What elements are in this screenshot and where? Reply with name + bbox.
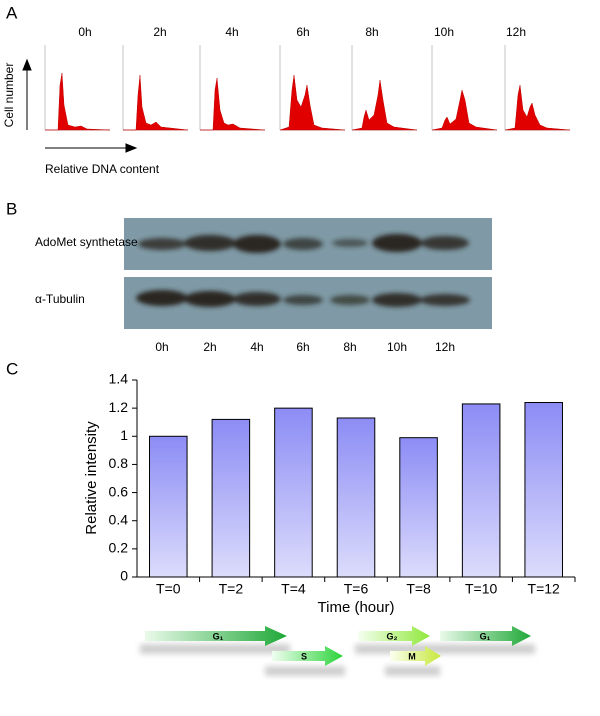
lane-label: 6h [296,340,309,354]
time-label: 4h [225,25,238,39]
time-label: 0h [78,25,91,39]
time-label: 6h [296,25,309,39]
lane-label: 2h [203,340,216,354]
axis-label: Cell number [2,63,16,128]
x-tick-label: T=12 [528,581,561,597]
bar [399,437,438,578]
time-label: 10h [434,25,454,39]
phase-label: M [408,651,416,661]
time-label: 12h [506,25,526,39]
phase-label: G₁ [213,631,224,641]
panel-label: C [6,359,18,378]
bar [274,407,313,578]
arrows [22,58,138,153]
bar [149,435,188,578]
axis-label: Relative DNA content [45,162,160,176]
time-label: 2h [153,25,166,39]
row-label: α-Tubulin [35,292,85,306]
phase-arrows [140,626,535,676]
lane-label: 10h [387,340,407,354]
y-tick-label: 0.8 [109,455,129,471]
x-tick-label: T=10 [465,581,498,597]
y-axis-label: Relative intensity [83,421,100,535]
row-label: AdoMet synthetase [35,235,138,249]
x-axis-label: Time (hour) [318,599,395,616]
y-tick-label: 1 [120,427,128,443]
lane-label: 8h [343,340,356,354]
phase-label: S [301,651,307,661]
y-tick-label: 0.4 [109,511,129,527]
y-tick-label: 1.2 [109,399,129,415]
lane-label: 4h [250,340,263,354]
lane-label: 12h [435,340,455,354]
bar [461,403,501,578]
panel-label: A [6,3,18,22]
bands [136,234,470,307]
bar [211,418,251,578]
phase-label: G₁ [480,631,491,641]
x-tick-label: T=2 [219,581,244,597]
x-tick-label: T=6 [344,581,369,597]
time-label: 8h [365,25,378,39]
bar [336,417,376,578]
bar [524,402,563,578]
y-tick-label: 1.4 [109,371,129,387]
lane-label: 0h [155,340,168,354]
histograms [44,45,571,131]
x-tick-label: T=0 [156,581,181,597]
x-tick-label: T=4 [281,581,306,597]
y-tick-label: 0.6 [109,483,129,499]
phase-label: G₂ [387,631,398,641]
x-tick-label: T=8 [406,581,431,597]
panel-label: B [6,199,17,218]
y-tick-label: 0 [120,568,128,584]
y-tick-label: 0.2 [109,540,129,556]
